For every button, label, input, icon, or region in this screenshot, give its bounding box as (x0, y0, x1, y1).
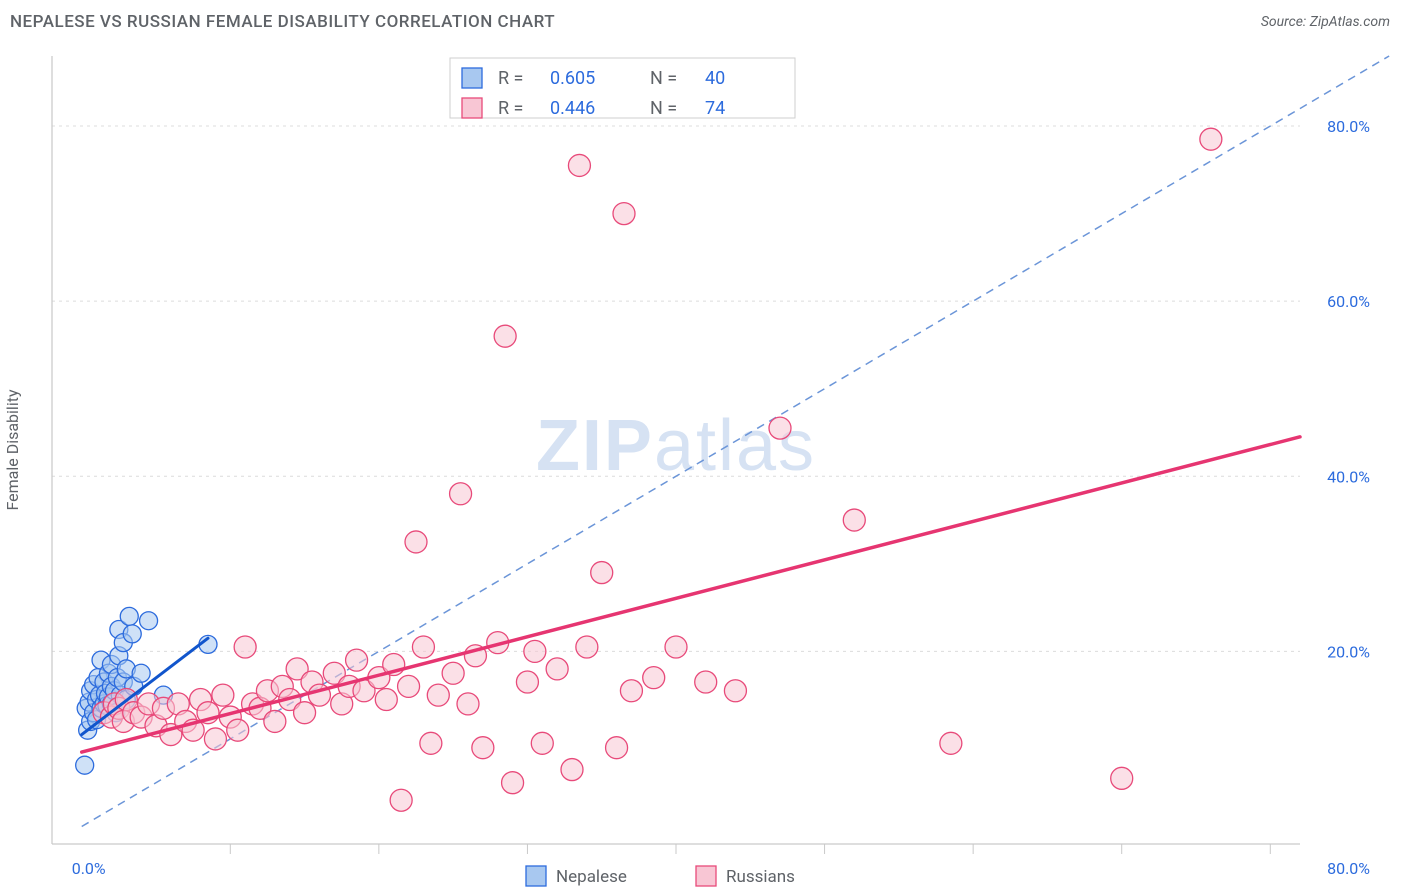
legend-item-label: Russians (726, 867, 795, 887)
chart-title: NEPALESE VS RUSSIAN FEMALE DISABILITY CO… (10, 12, 555, 32)
svg-text:0.605: 0.605 (550, 68, 595, 89)
svg-text:N =: N = (650, 68, 677, 89)
x-end-label: 80.0% (1327, 859, 1370, 878)
correlation-chart: 20.0%40.0%60.0%80.0%ZIPatlas0.0%80.0%Fem… (0, 44, 1406, 892)
svg-text:R =: R = (498, 98, 523, 119)
svg-text:0.446: 0.446 (550, 98, 595, 119)
svg-text:40: 40 (705, 68, 725, 89)
svg-text:74: 74 (705, 98, 725, 119)
legend-item-label: Nepalese (556, 867, 627, 887)
chart-header: NEPALESE VS RUSSIAN FEMALE DISABILITY CO… (0, 0, 1406, 44)
svg-text:N =: N = (650, 98, 677, 119)
source-name: ZipAtlas.com (1310, 14, 1390, 30)
y-grid-label: 40.0% (1327, 467, 1370, 486)
source-prefix: Source: (1261, 14, 1310, 30)
y-axis-label: Female Disability (3, 389, 22, 510)
y-grid-label: 20.0% (1327, 642, 1370, 661)
y-grid-label: 60.0% (1327, 292, 1370, 311)
stats-legend: R = 0.605 N = 40 R = 0.446 N = 74 (450, 58, 795, 119)
y-grid-label: 80.0% (1327, 117, 1370, 136)
svg-text:R =: R = (498, 68, 523, 89)
x-origin-label: 0.0% (72, 859, 106, 878)
chart-source: Source: ZipAtlas.com (1261, 14, 1390, 30)
chart-container: 20.0%40.0%60.0%80.0%ZIPatlas0.0%80.0%Fem… (0, 44, 1406, 892)
